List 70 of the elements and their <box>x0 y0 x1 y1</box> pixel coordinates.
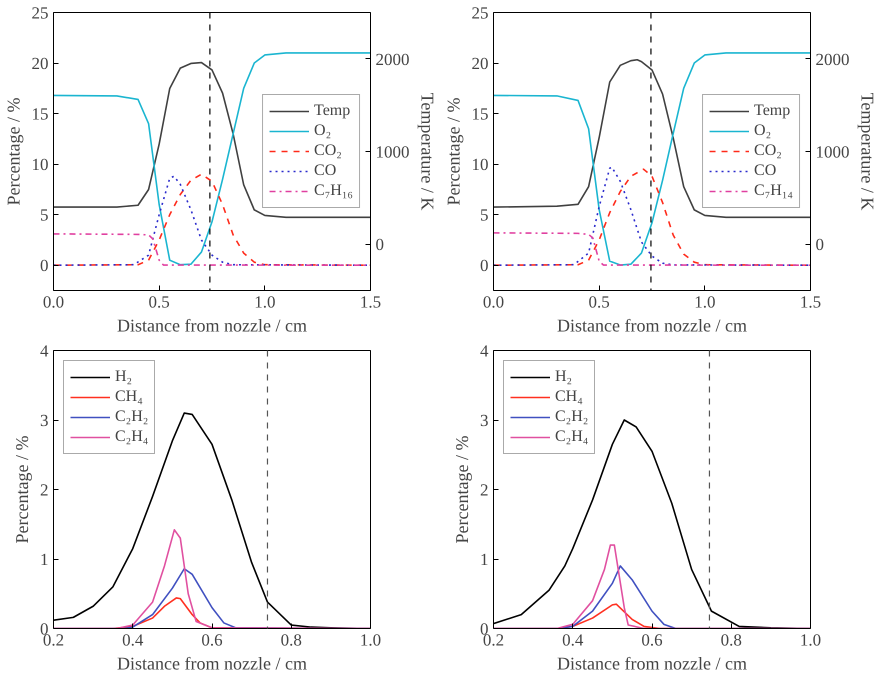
x-axis-title: Distance from nozzle / cm <box>557 654 747 674</box>
y-tick-label: 1 <box>40 550 48 569</box>
x-axis-title: Distance from nozzle / cm <box>557 316 747 336</box>
x-tick-label: 1.5 <box>360 292 382 312</box>
legend-label: CH₄ <box>555 388 583 406</box>
y2-tick-label: 2000 <box>376 50 410 69</box>
x-tick-label: 0.0 <box>42 292 64 312</box>
y-tick-label: 3 <box>480 411 488 430</box>
x-tick-label: 1.0 <box>800 630 822 650</box>
y2-tick-label: 0 <box>376 235 384 254</box>
y-tick-label: 15 <box>32 104 48 124</box>
y-tick-label: 5 <box>480 206 488 225</box>
legend-label: Temp <box>754 102 790 120</box>
y-tick-label: 1 <box>480 550 488 569</box>
y-axis-title: Percentage / % <box>4 98 24 206</box>
x-tick-label: 1.0 <box>694 292 716 312</box>
x-tick-label: 0.6 <box>201 630 223 650</box>
legend-label: C₇H₁₆ <box>314 182 353 200</box>
x-tick-label: 1.5 <box>800 292 822 312</box>
legend-label: CO₂ <box>754 142 782 160</box>
y-axis-title: Percentage / % <box>444 98 464 206</box>
y-tick-label: 5 <box>40 206 48 225</box>
y2-axis-title: Temperature / K <box>858 92 878 210</box>
y-tick-label: 4 <box>480 342 489 360</box>
y-tick-label: 0 <box>40 256 48 276</box>
legend-label: C₇H₁₄ <box>754 182 793 200</box>
x-axis-title: Distance from nozzle / cm <box>117 654 307 674</box>
x-tick-label: 0.5 <box>148 292 170 312</box>
legend-label: C₂H₄ <box>555 428 588 446</box>
y2-tick-label: 1000 <box>816 142 850 162</box>
legend-label: O₂ <box>754 122 772 140</box>
x-tick-label: 1.0 <box>254 292 276 312</box>
y2-axis-title: Temperature / K <box>418 92 438 210</box>
y-tick-label: 10 <box>32 155 48 174</box>
legend-label: CO₂ <box>314 142 342 160</box>
y-tick-label: 20 <box>472 54 488 74</box>
y2-tick-label: 2000 <box>816 50 850 69</box>
y-tick-label: 15 <box>472 104 488 124</box>
y2-tick-label: 0 <box>816 235 824 254</box>
legend-label: O₂ <box>314 122 332 140</box>
x-axis-title: Distance from nozzle / cm <box>117 316 307 336</box>
legend-label: CH₄ <box>115 388 143 406</box>
y-tick-label: 20 <box>32 54 48 74</box>
x-tick-label: 0.5 <box>588 292 610 312</box>
y-tick-label: 25 <box>472 4 488 22</box>
x-tick-label: 0.6 <box>641 630 663 650</box>
legend-label: CO <box>314 162 336 180</box>
y-tick-label: 4 <box>40 342 49 360</box>
y-tick-label: 10 <box>472 155 488 174</box>
y-tick-label: 2 <box>40 480 48 500</box>
y-tick-label: 2 <box>480 480 488 500</box>
legend-label: CO <box>754 162 776 180</box>
legend-label: H₂ <box>115 368 134 386</box>
y-axis-title: Percentage / % <box>12 436 32 544</box>
y-axis-title: Percentage / % <box>452 436 472 544</box>
legend-label: H₂ <box>555 368 574 386</box>
y2-tick-label: 1000 <box>376 142 410 162</box>
y-tick-label: 3 <box>40 411 48 430</box>
x-tick-label: 0.0 <box>482 292 504 312</box>
x-tick-label: 0.8 <box>280 630 302 650</box>
y-tick-label: 25 <box>32 4 48 22</box>
x-tick-label: 0.4 <box>562 630 584 650</box>
y-tick-label: 0 <box>480 256 488 276</box>
legend-label: C₂H₂ <box>555 408 588 426</box>
legend-label: Temp <box>314 102 350 120</box>
x-tick-label: 0.8 <box>720 630 742 650</box>
legend-label: C₂H₄ <box>115 428 148 446</box>
x-tick-label: 1.0 <box>360 630 382 650</box>
legend-label: C₂H₂ <box>115 408 148 426</box>
x-tick-label: 0.4 <box>122 630 144 650</box>
